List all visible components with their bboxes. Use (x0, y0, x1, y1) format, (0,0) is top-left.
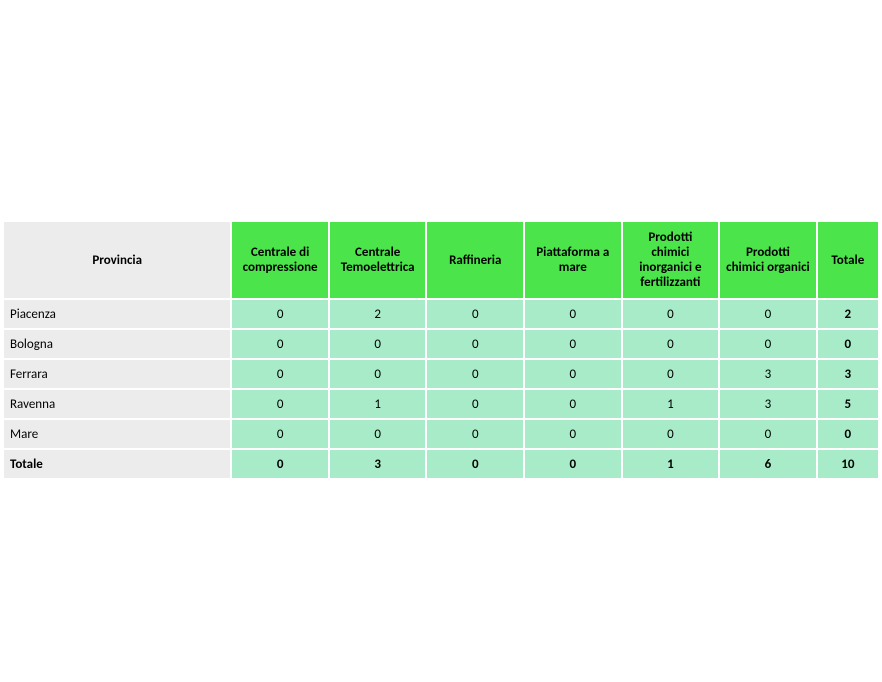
cell: 3 (329, 449, 427, 479)
table-row: Mare0000000 (3, 419, 879, 449)
col-header-provincia: Provincia (3, 221, 231, 299)
cell: 2 (329, 299, 427, 329)
cell: 0 (231, 419, 329, 449)
cell: 3 (719, 389, 817, 419)
cell: 0 (524, 359, 622, 389)
cell: 0 (524, 329, 622, 359)
cell: 0 (329, 329, 427, 359)
cell: 1 (622, 389, 720, 419)
row-label: Mare (3, 419, 231, 449)
cell: 3 (719, 359, 817, 389)
cell: 0 (719, 329, 817, 359)
cell: 0 (231, 389, 329, 419)
cell: 0 (231, 329, 329, 359)
cell: 0 (622, 419, 720, 449)
col-header-4: Piattaforma a mare (524, 221, 622, 299)
cell: 0 (231, 449, 329, 479)
cell: 1 (622, 449, 720, 479)
cell: 0 (622, 359, 720, 389)
table-total-row: Totale03001610 (3, 449, 879, 479)
data-table: ProvinciaCentrale di compressioneCentral… (2, 220, 880, 480)
cell: 0 (426, 359, 524, 389)
cell: 0 (524, 449, 622, 479)
cell: 0 (524, 389, 622, 419)
cell: 0 (622, 299, 720, 329)
cell: 0 (426, 299, 524, 329)
cell: 0 (231, 299, 329, 329)
table-row: Bologna0000000 (3, 329, 879, 359)
cell: 0 (426, 389, 524, 419)
table-row: Ferrara0000033 (3, 359, 879, 389)
table-header: ProvinciaCentrale di compressioneCentral… (3, 221, 879, 299)
col-header-6: Prodotti chimici organici (719, 221, 817, 299)
cell: 0 (426, 329, 524, 359)
cell: 0 (329, 359, 427, 389)
cell: 6 (719, 449, 817, 479)
cell: 0 (817, 419, 879, 449)
cell: 0 (329, 419, 427, 449)
col-header-1: Centrale di compressione (231, 221, 329, 299)
cell: 0 (622, 329, 720, 359)
cell: 0 (231, 359, 329, 389)
cell: 1 (329, 389, 427, 419)
col-header-5: Prodotti chimici inorganici e fertilizza… (622, 221, 720, 299)
cell: 0 (719, 419, 817, 449)
table-row: Ravenna0100135 (3, 389, 879, 419)
col-header-3: Raffineria (426, 221, 524, 299)
cell: 5 (817, 389, 879, 419)
table-container: ProvinciaCentrale di compressioneCentral… (0, 0, 882, 480)
row-label: Bologna (3, 329, 231, 359)
cell: 2 (817, 299, 879, 329)
cell: 0 (524, 419, 622, 449)
cell: 0 (426, 449, 524, 479)
cell: 0 (719, 299, 817, 329)
cell: 0 (817, 329, 879, 359)
col-header-7: Totale (817, 221, 879, 299)
row-label: Totale (3, 449, 231, 479)
cell: 0 (426, 419, 524, 449)
cell: 3 (817, 359, 879, 389)
cell: 10 (817, 449, 879, 479)
table-body: Piacenza0200002Bologna0000000Ferrara0000… (3, 299, 879, 479)
col-header-2: Centrale Temoelettrica (329, 221, 427, 299)
cell: 0 (524, 299, 622, 329)
row-label: Ferrara (3, 359, 231, 389)
row-label: Ravenna (3, 389, 231, 419)
table-row: Piacenza0200002 (3, 299, 879, 329)
row-label: Piacenza (3, 299, 231, 329)
